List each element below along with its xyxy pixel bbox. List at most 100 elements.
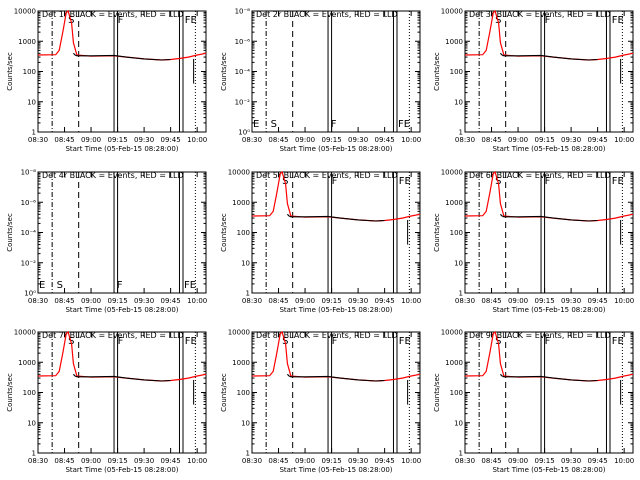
x-tick-label: 09:15 bbox=[321, 457, 341, 465]
y-tick-label: 10⁻⁶ bbox=[235, 38, 251, 46]
marker-FE: FE bbox=[612, 336, 624, 347]
y-tick-label: 10000 bbox=[228, 169, 250, 177]
marker-E: E bbox=[39, 280, 45, 291]
panel-det-8r: Det 8r BLACK = Events, RED = LLD 1 10 100 10… bbox=[220, 329, 421, 475]
x-tick-label: 08:45 bbox=[54, 136, 74, 144]
marker-FE: FE bbox=[184, 280, 196, 291]
x-tick-label: 10:00 bbox=[401, 457, 421, 465]
x-axis-label: Start Time (05-Feb-15 08:28:00) bbox=[492, 466, 605, 474]
x-tick-label: 09:30 bbox=[348, 297, 368, 305]
y-tick-label: 100 bbox=[450, 389, 463, 397]
x-axis-label: Start Time (05-Feb-15 08:28:00) bbox=[65, 145, 178, 153]
x-tick-label: 09:00 bbox=[508, 136, 528, 144]
y-axis-label: Counts/sec bbox=[6, 213, 14, 252]
x-tick-label: 09:00 bbox=[81, 297, 101, 305]
y-tick-label: 1 bbox=[246, 290, 250, 298]
marker-S: S bbox=[57, 280, 63, 291]
y-tick-label: 10000 bbox=[441, 169, 463, 177]
y-tick-label: 1 bbox=[32, 450, 36, 458]
marker-S: S bbox=[271, 119, 277, 130]
y-tick-label: 10⁻⁴ bbox=[235, 68, 251, 76]
marker-E: E bbox=[253, 119, 259, 130]
panel-title: Det 7r BLACK = Events, RED = LLD bbox=[42, 331, 184, 340]
plot-frame bbox=[37, 171, 207, 294]
events-series-line bbox=[500, 213, 598, 222]
marker-FE: FE bbox=[398, 119, 410, 130]
x-axis-label: Start Time (05-Feb-15 08:28:00) bbox=[279, 306, 392, 314]
panel-det-5r: Det 5r BLACK = Events, RED = LLD 1 10 100 10… bbox=[220, 169, 421, 315]
y-tick-label: 10000 bbox=[14, 8, 36, 16]
y-tick-label: 1 bbox=[459, 450, 463, 458]
x-tick-label: 09:45 bbox=[588, 136, 608, 144]
x-tick-label: 08:30 bbox=[242, 297, 262, 305]
x-tick-label: 09:45 bbox=[161, 457, 181, 465]
x-tick-label: 09:00 bbox=[295, 457, 315, 465]
x-axis-label: Start Time (05-Feb-15 08:28:00) bbox=[279, 466, 392, 474]
events-series-line bbox=[73, 52, 171, 61]
panel-det-9r: Det 9r BLACK = Events, RED = LLD 1 10 100 10… bbox=[433, 329, 634, 475]
x-tick-label: 09:30 bbox=[561, 457, 581, 465]
panel-title: Det 5r BLACK = Events, RED = LLD bbox=[256, 171, 398, 180]
x-tick-label: 09:00 bbox=[81, 457, 101, 465]
marker-FE: FE bbox=[399, 336, 411, 347]
marker-FE: FE bbox=[185, 336, 197, 347]
events-series-line bbox=[500, 52, 598, 61]
panel-det-6r: Det 6r BLACK = Events, RED = LLD 1 10 100 10… bbox=[433, 169, 634, 315]
x-tick-label: 08:45 bbox=[481, 136, 501, 144]
x-tick-label: 08:45 bbox=[268, 297, 288, 305]
x-tick-label: 08:45 bbox=[54, 457, 74, 465]
y-tick-label: 10⁰ bbox=[238, 129, 250, 137]
x-tick-label: 09:15 bbox=[534, 297, 554, 305]
x-tick-label: 08:30 bbox=[455, 136, 475, 144]
x-tick-label: 08:45 bbox=[268, 136, 288, 144]
x-tick-label: 08:30 bbox=[28, 136, 48, 144]
y-tick-label: 10⁻⁴ bbox=[21, 229, 37, 237]
x-tick-label: 09:45 bbox=[588, 297, 608, 305]
x-axis-label: Start Time (05-Feb-15 08:28:00) bbox=[492, 145, 605, 153]
x-tick-label: 10:00 bbox=[187, 136, 207, 144]
y-tick-label: 1 bbox=[246, 450, 250, 458]
x-tick-label: 09:00 bbox=[81, 136, 101, 144]
panel-title: Det 4r BLACK = Events, RED = LLD bbox=[42, 171, 184, 180]
x-tick-label: 09:45 bbox=[161, 136, 181, 144]
x-tick-label: 08:30 bbox=[242, 136, 262, 144]
x-tick-label: 09:30 bbox=[561, 297, 581, 305]
x-tick-label: 08:30 bbox=[28, 457, 48, 465]
marker-F: F bbox=[545, 176, 551, 187]
y-tick-label: 100 bbox=[450, 68, 463, 76]
x-tick-label: 08:30 bbox=[242, 457, 262, 465]
x-axis-label: Start Time (05-Feb-15 08:28:00) bbox=[65, 466, 178, 474]
panel-det-4r: Det 4r BLACK = Events, RED = LLD 10⁰ 10⁻² 1… bbox=[6, 169, 207, 315]
y-tick-label: 1000 bbox=[18, 38, 36, 46]
y-axis-label: Counts/sec bbox=[6, 373, 14, 412]
y-axis-label: Counts/sec bbox=[433, 52, 441, 91]
marker-FE: FE bbox=[185, 15, 197, 26]
y-tick-label: 1 bbox=[459, 290, 463, 298]
x-tick-label: 09:00 bbox=[295, 297, 315, 305]
marker-FE: FE bbox=[612, 15, 624, 26]
x-tick-label: 09:00 bbox=[508, 457, 528, 465]
y-tick-label: 10000 bbox=[441, 8, 463, 16]
y-tick-label: 1 bbox=[459, 129, 463, 137]
events-series-line bbox=[287, 213, 385, 222]
panel-title: Det 2r BLACK = Events, RED = LLD bbox=[256, 10, 398, 19]
y-tick-label: 10 bbox=[27, 98, 36, 106]
y-tick-label: 100 bbox=[450, 229, 463, 237]
y-axis-label: Counts/sec bbox=[6, 52, 14, 91]
x-axis-label: Start Time (05-Feb-15 08:28:00) bbox=[492, 306, 605, 314]
y-axis-label: Counts/sec bbox=[433, 213, 441, 252]
x-tick-label: 10:00 bbox=[614, 136, 634, 144]
marker-F: F bbox=[545, 336, 551, 347]
marker-F: F bbox=[332, 336, 338, 347]
plot-frame bbox=[251, 10, 421, 133]
x-tick-label: 09:30 bbox=[348, 457, 368, 465]
x-tick-label: 09:45 bbox=[588, 457, 608, 465]
y-tick-label: 10000 bbox=[441, 329, 463, 337]
y-tick-label: 100 bbox=[237, 389, 250, 397]
panel-title: Det 6r BLACK = Events, RED = LLD bbox=[469, 171, 611, 180]
panel-title: Det 8r BLACK = Events, RED = LLD bbox=[256, 331, 398, 340]
x-tick-label: 09:15 bbox=[534, 136, 554, 144]
x-tick-label: 09:45 bbox=[375, 136, 395, 144]
x-tick-label: 10:00 bbox=[401, 297, 421, 305]
